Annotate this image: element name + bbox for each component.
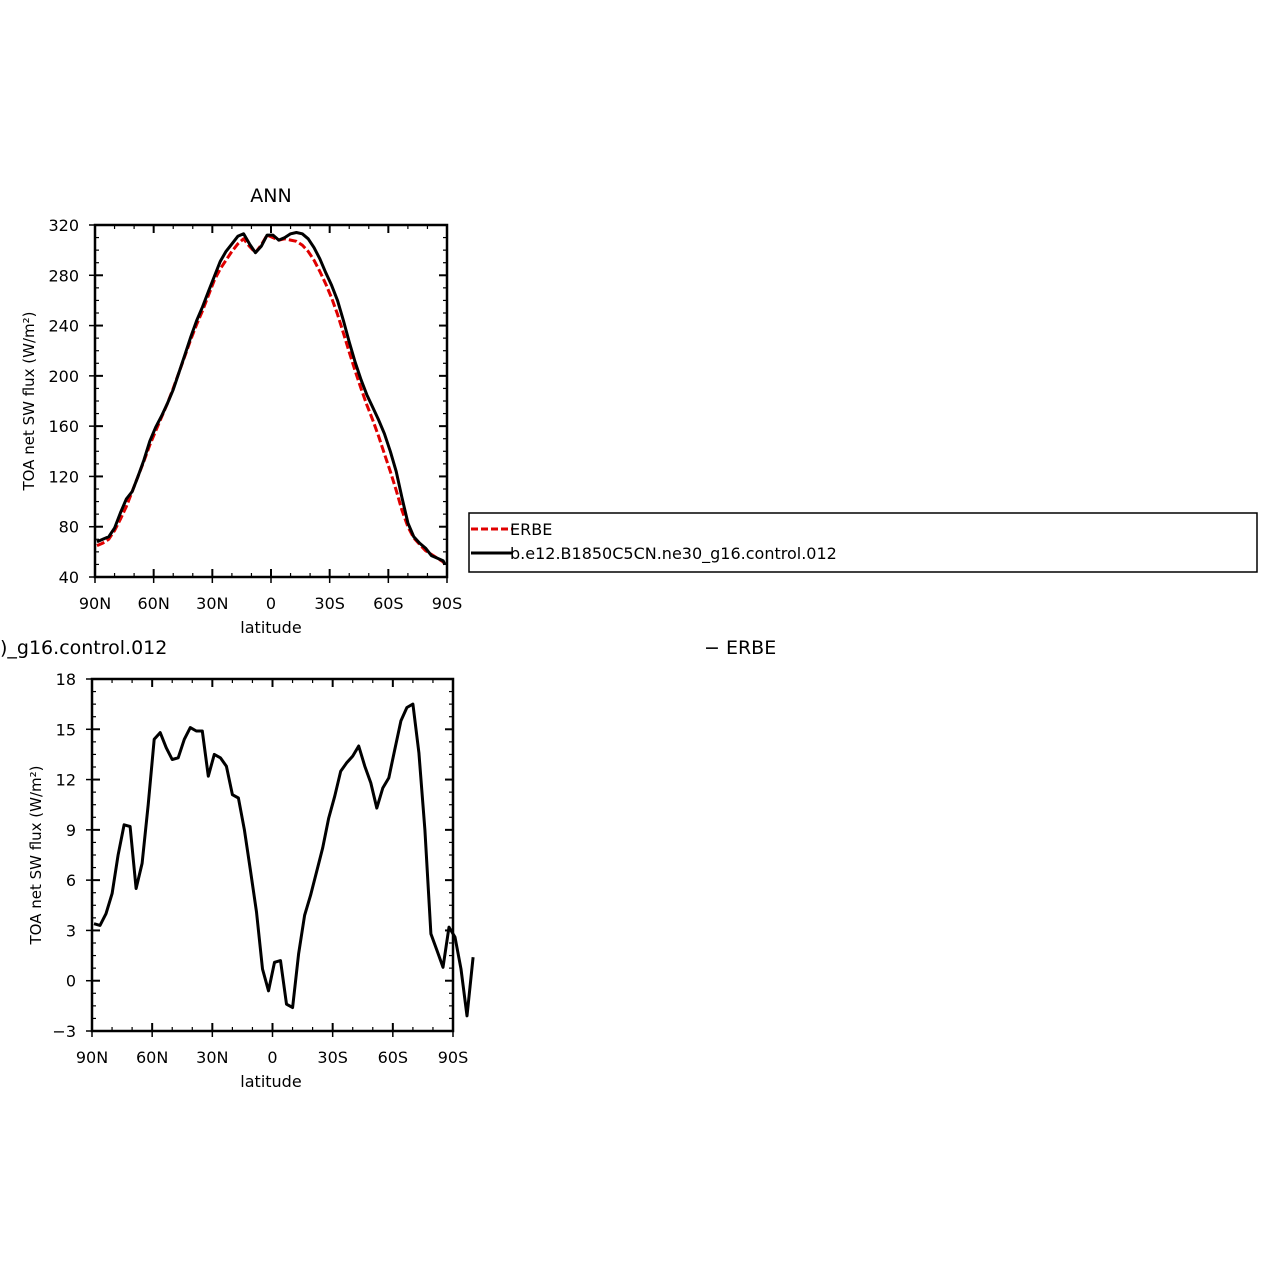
y-tick-label: 12 (56, 771, 76, 790)
x-tick-label: 60S (373, 594, 404, 613)
y-tick-label: 200 (48, 367, 79, 386)
y-tick-label: 320 (48, 216, 79, 235)
legend-label-erbe: ERBE (510, 520, 552, 539)
y-tick-label: 6 (66, 871, 76, 890)
series-line-difference (93, 702, 475, 1018)
y-tick-label: 160 (48, 417, 79, 436)
panel2-y-axis-label: TOA net SW flux (W/m²) (27, 765, 45, 945)
y-tick-label: 40 (59, 568, 79, 587)
x-tick-label: 90S (438, 1048, 469, 1067)
x-tick-label: 30N (196, 594, 228, 613)
panel2-title-right: − ERBE (704, 637, 776, 659)
legend: ERBE b.e12.B1850C5CN.ne30_g16.control.01… (468, 512, 1258, 573)
panel1-y-axis-label: TOA net SW flux (W/m²) (20, 311, 38, 491)
panel1-plot-frame (93, 223, 449, 579)
x-tick-label: 0 (267, 1048, 277, 1067)
panel-annual-flux: ANN 40 80 120 160 200 240 280 320 90N 60N 30N 0 30S 6… (20, 185, 462, 637)
y-tick-label: 3 (66, 921, 76, 940)
y-tick-label: 9 (66, 821, 76, 840)
y-tick-label: 120 (48, 467, 79, 486)
x-tick-label: 30S (317, 1048, 348, 1067)
panel-difference: )_g16.control.012 − ERBE −3 0 3 6 9 12 15 18 90N… (0, 637, 776, 1091)
y-tick-label: 80 (59, 518, 79, 537)
x-tick-label: 90N (76, 1048, 108, 1067)
panel2-title-left: )_g16.control.012 (0, 637, 167, 659)
y-tick-label: 280 (48, 266, 79, 285)
x-tick-label: 30S (314, 594, 345, 613)
panel2-x-axis-label: latitude (240, 1072, 301, 1091)
x-tick-label: 60S (378, 1048, 409, 1067)
panel1-title: ANN (250, 185, 291, 207)
y-tick-label: 240 (48, 317, 79, 336)
x-tick-label: 90S (432, 594, 463, 613)
series-line-b-e12-b1850c5cn-ne30-g16-control-012 (96, 231, 447, 566)
legend-box (468, 512, 1258, 573)
y-tick-label: −3 (52, 1022, 76, 1041)
y-tick-label: 18 (56, 670, 76, 689)
x-tick-label: 30N (196, 1048, 228, 1067)
panel1-x-axis-label: latitude (240, 618, 301, 637)
legend-label-model: b.e12.B1850C5CN.ne30_g16.control.012 (510, 544, 837, 564)
x-tick-label: 60N (138, 594, 170, 613)
x-tick-label: 60N (136, 1048, 168, 1067)
x-tick-label: 90N (79, 594, 111, 613)
x-tick-label: 0 (266, 594, 276, 613)
y-tick-label: 15 (56, 720, 76, 739)
y-tick-label: 0 (66, 972, 76, 991)
series-line-erbe (96, 233, 447, 566)
